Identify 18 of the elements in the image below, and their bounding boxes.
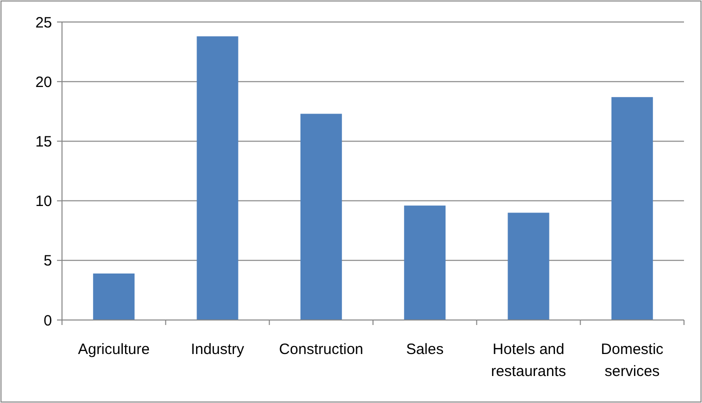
y-tick-label: 5 [44,252,52,270]
bar [611,97,653,320]
bar [93,274,135,320]
x-tick-label: Construction [279,341,364,358]
x-tick-label: Agriculture [78,341,150,358]
y-tick-label: 25 [35,14,52,32]
x-tick-label: Domestic services [600,341,664,380]
bar [196,36,238,320]
y-tick-label: 20 [35,74,52,91]
y-tick-label: 15 [35,133,52,150]
x-tick-label: Hotels and restaurants [490,341,566,380]
bar [300,114,342,320]
y-tick-label: 10 [35,193,52,210]
bar [404,206,446,320]
y-tick-label: 0 [44,312,52,330]
bar [508,212,550,320]
x-tick-label: Industry [190,341,245,358]
x-tick-label: Sales [406,341,444,358]
